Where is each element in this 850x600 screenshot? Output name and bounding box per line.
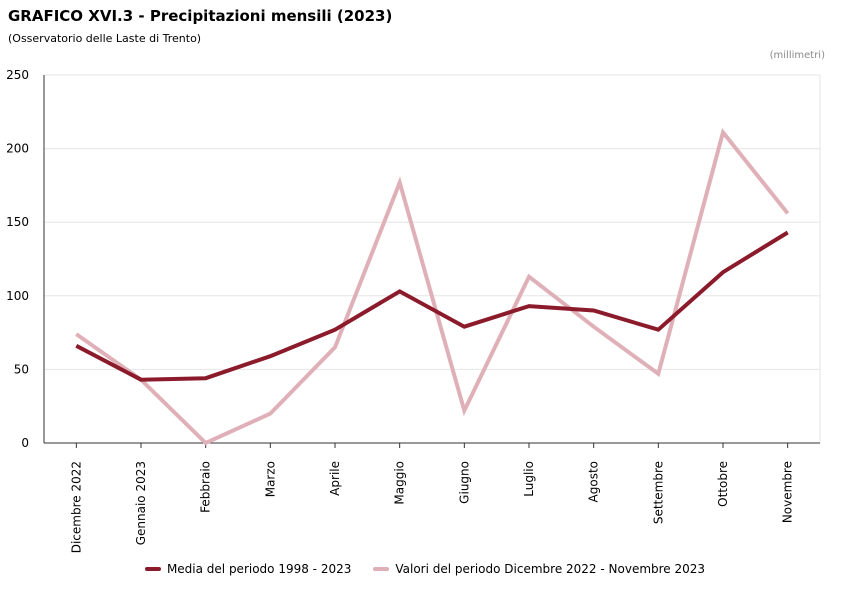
chart-title: GRAFICO XVI.3 - Precipitazioni mensili (… xyxy=(8,7,393,25)
unit-label: (millimetri) xyxy=(769,50,825,61)
x-tick-label: Novembre xyxy=(781,461,795,523)
legend: Media del periodo 1998 - 2023 Valori del… xyxy=(0,562,850,576)
y-tick-label: 250 xyxy=(6,68,29,82)
x-tick-label: Maggio xyxy=(393,461,407,505)
x-tick-label: Dicembre 2022 xyxy=(69,461,83,553)
series-line-1 xyxy=(75,230,789,382)
y-tick-label: 50 xyxy=(14,362,29,376)
y-tick-label: 0 xyxy=(21,436,29,450)
x-tick-label: Luglio xyxy=(522,461,536,497)
y-tick-label: 100 xyxy=(6,289,29,303)
legend-label-series-1: Media del periodo 1998 - 2023 xyxy=(166,562,352,576)
x-tick-label: Ottobre xyxy=(716,461,730,507)
chart-subtitle: (Osservatorio delle Laste di Trento) xyxy=(8,32,202,45)
x-tick-label: Febbraio xyxy=(199,461,213,513)
legend-item-series-2: Valori del periodo Dicembre 2022 - Novem… xyxy=(373,562,705,576)
legend-item-series-1: Media del periodo 1998 - 2023 xyxy=(144,562,352,576)
legend-swatch-series-2 xyxy=(373,567,390,571)
x-tick-label: Agosto xyxy=(587,461,601,502)
y-tick-label: 150 xyxy=(6,215,29,229)
legend-swatch-series-1 xyxy=(144,567,161,571)
line-chart: 0 50 100 150 200 250 Dicembre 2022 Gennaio 2023… xyxy=(6,68,821,553)
x-tick-label: Marzo xyxy=(263,461,277,497)
x-tick-label: Settembre xyxy=(651,461,665,524)
legend-label-series-2: Valori del periodo Dicembre 2022 - Novem… xyxy=(395,562,706,576)
x-tick-label: Gennaio 2023 xyxy=(134,461,148,545)
y-tick-label: 200 xyxy=(6,142,29,156)
series-line-2 xyxy=(75,128,790,446)
x-tick-label: Giugno xyxy=(457,461,471,504)
x-tick-label: Aprile xyxy=(328,461,342,496)
